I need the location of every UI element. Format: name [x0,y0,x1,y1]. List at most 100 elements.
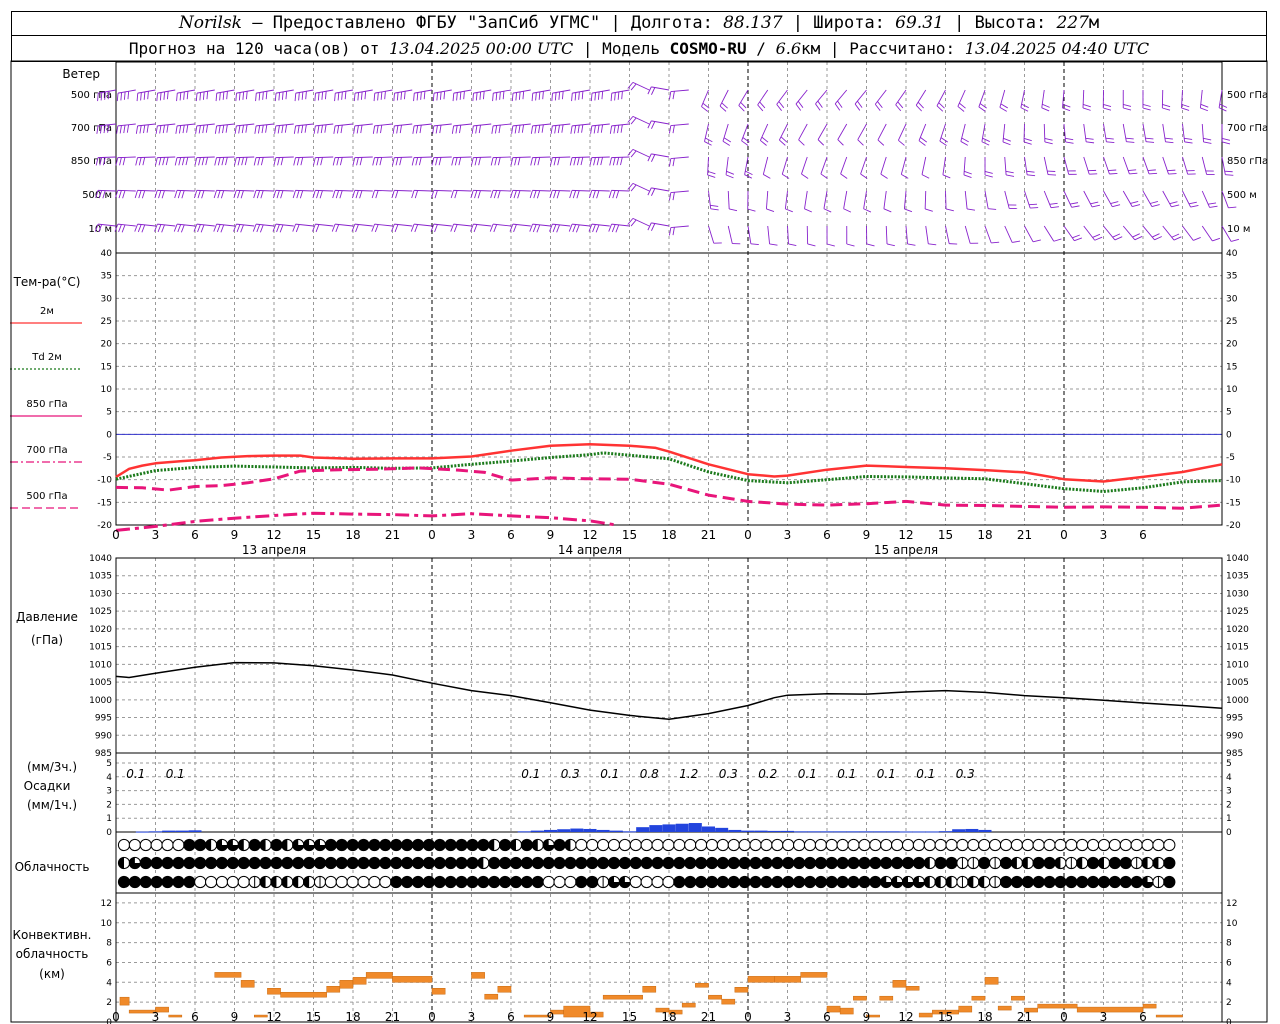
cloud-mark [129,857,141,869]
cloud-circle [466,838,479,852]
wind-barb-shaft [473,223,492,227]
x-tick-bottom: 9 [231,1010,239,1024]
wind-barb-feather [740,102,747,109]
wind-barb-feather [137,224,142,233]
cloud-symbol [455,838,468,852]
wind-barb-feather [103,125,106,134]
conv-bar [339,980,354,989]
cloud-circle [542,856,555,870]
wind-barb-feather [895,104,902,112]
wind-barb-shaft [1083,225,1096,241]
wind-barb-feather [274,93,277,102]
wind-barb-feather [522,91,525,100]
cloud-symbol [771,838,784,852]
cloud-symbol [324,838,337,852]
wind-barb-feather [400,91,403,100]
cloud-symbol [901,838,915,852]
wind-barb-feather [233,190,237,199]
wind-level-500m: 500 м [82,190,112,201]
wind-barb-shaft [572,123,591,127]
wind-barb-shaft [1103,190,1113,207]
wind-barb-feather [580,157,584,166]
wind-barb [193,189,215,199]
wind-barb-feather [200,224,205,233]
cloud-symbol [673,875,686,889]
wind-barb-feather [430,190,435,199]
cloud-circle [1010,838,1023,852]
wind-barb-feather [256,224,261,233]
wind-barb [627,81,650,91]
wind-barb-shaft [216,223,235,227]
conv-bar [892,980,907,988]
wind-barb-feather [798,139,805,146]
wind-barb [840,156,848,179]
cloud-circle [695,875,708,889]
wind-barb-feather [630,83,637,91]
wind-barb-shaft [1201,123,1204,142]
wind-barb [885,225,895,247]
x-tick-bottom: 12 [898,1010,913,1024]
precip-bar [609,830,623,832]
wind-barb [747,190,756,212]
wind-barb-shaft [719,89,729,107]
cloud-symbol [793,875,806,889]
precip-bar [741,830,755,832]
wind-barb-shaft [394,189,413,192]
wind-barb-feather [497,190,501,199]
cloud-circle [575,838,588,852]
cloud-circle [1065,838,1078,852]
wind-barb-feather [538,125,541,134]
conv-bar [168,1014,183,1018]
wind-barb-shaft [275,89,294,94]
cloud-symbol [183,875,196,889]
x-tick-bottom: 21 [1017,1010,1032,1024]
cloud-circle [564,875,577,889]
cloud-circle [444,838,457,852]
wind-barb [96,123,117,134]
wind-barb-feather [617,91,620,100]
wind-barb-feather [122,190,126,199]
wind-barb-shaft [295,156,314,159]
cloud-circle [509,875,523,889]
wind-barb-feather [725,174,734,179]
wind-barb [293,156,314,166]
x-tick-bottom: 6 [1139,1010,1147,1024]
wind-barb-feather [597,91,600,100]
cloud-symbol [564,875,577,889]
wind-barb-feather [220,224,225,233]
cloud-symbol [934,838,947,852]
wind-barb [391,223,413,233]
wind-barb-feather [979,103,987,109]
wind-barb-shaft [1004,225,1013,243]
cloud-symbol [172,875,185,889]
cloud-circle [161,838,174,852]
cloud-symbol [281,856,294,870]
wind-barb-feather [901,173,909,179]
wind-barb [647,187,670,196]
precip-bar [162,830,176,832]
wind-barb-feather [1169,201,1178,205]
cloud-circle [1141,838,1154,852]
x-tick-bottom: 3 [784,1010,792,1024]
x-tick-top: 6 [1139,528,1147,542]
wind-barb [114,189,136,199]
wind-barb [154,189,176,199]
wind-barb-feather [205,124,209,133]
wind-barb-feather [532,224,537,233]
wind-barb-feather [178,125,182,134]
wind-barb-feather [925,208,933,212]
x-tick-bottom: 18 [977,1010,992,1024]
cloud-circle [313,856,327,870]
wind-barb-feather [1190,204,1199,208]
cloud-circle [172,875,185,889]
cloud-mark [216,839,228,851]
wind-barb-shaft [98,123,117,127]
lon-label: Долгота: [630,13,713,33]
cloud-circle [161,875,174,889]
wind-barb [1103,225,1123,241]
precip-sum-label: 0.1 [521,767,540,781]
wind-barb-feather [202,91,205,100]
wind-barb-shaft [453,123,472,127]
wind-barb-shaft [767,225,771,244]
cloud-symbol [183,838,196,852]
